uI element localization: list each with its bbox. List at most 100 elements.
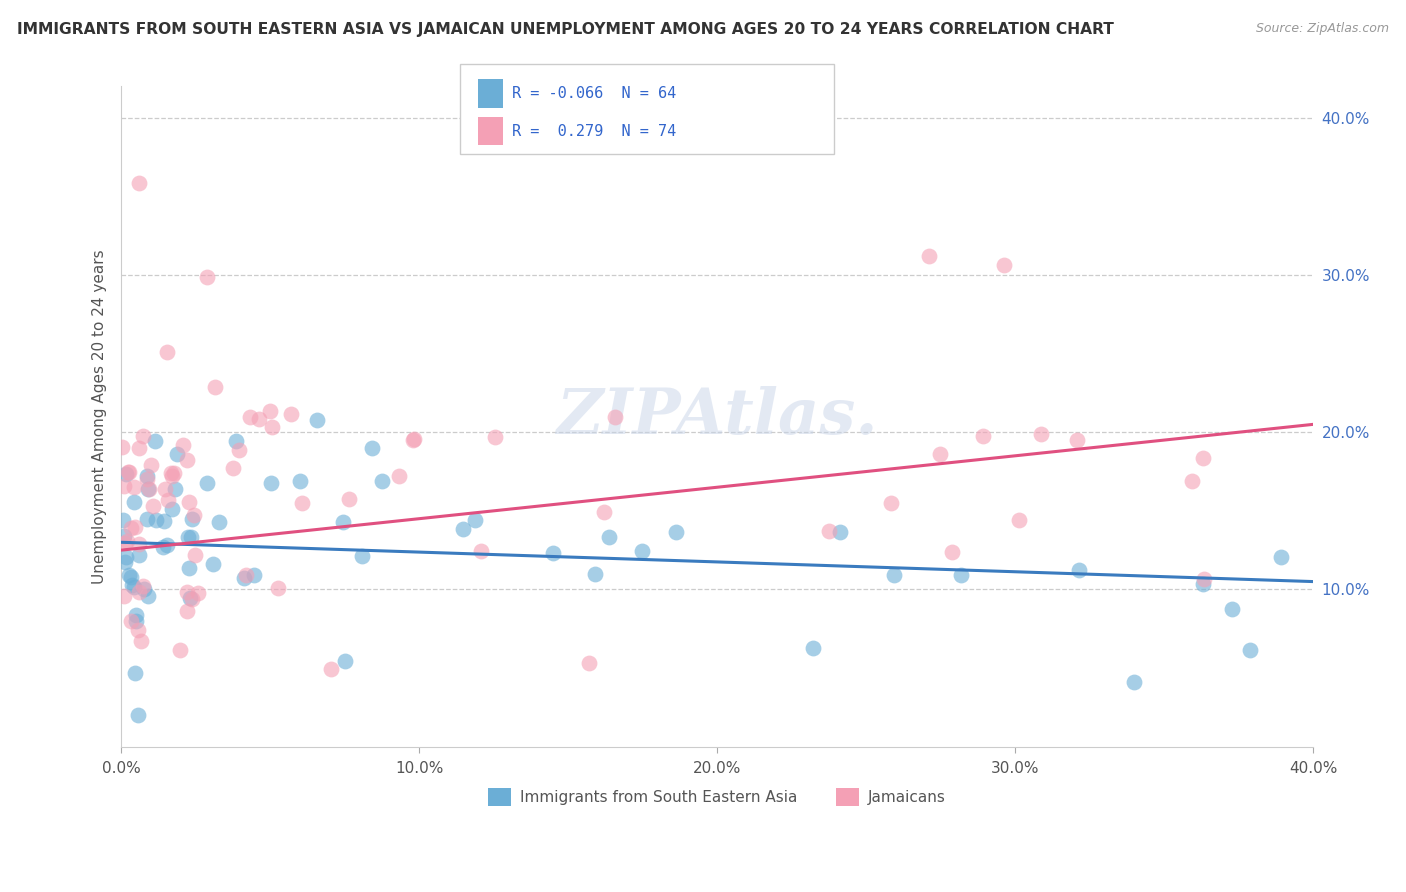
Point — [179, 591, 201, 606]
Point — [228, 443, 250, 458]
Text: IMMIGRANTS FROM SOUTH EASTERN ASIA VS JAMAICAN UNEMPLOYMENT AMONG AGES 20 TO 24 : IMMIGRANTS FROM SOUTH EASTERN ASIA VS JA… — [17, 22, 1114, 37]
Point — [541, 546, 564, 560]
Point — [361, 441, 384, 455]
Point — [121, 578, 143, 592]
Point — [118, 568, 141, 582]
Point — [111, 440, 134, 454]
Point — [124, 666, 146, 681]
Text: Source: ZipAtlas.com: Source: ZipAtlas.com — [1256, 22, 1389, 36]
Point — [195, 475, 218, 490]
Point — [195, 270, 218, 285]
Point — [941, 544, 963, 558]
Point — [127, 623, 149, 637]
Point — [1181, 474, 1204, 488]
Point — [603, 410, 626, 425]
Point — [120, 570, 142, 584]
Point — [159, 466, 181, 480]
Point — [950, 567, 973, 582]
Point — [177, 530, 200, 544]
Point — [145, 513, 167, 527]
Point — [163, 482, 186, 496]
Point — [128, 585, 150, 599]
Point — [243, 568, 266, 582]
Point — [225, 434, 247, 448]
Point — [122, 495, 145, 509]
Point — [288, 474, 311, 488]
Point — [120, 615, 142, 629]
Point — [111, 513, 134, 527]
Point — [117, 534, 139, 549]
Point — [128, 548, 150, 562]
Point — [221, 461, 243, 475]
Point — [160, 468, 183, 483]
Point — [1191, 451, 1213, 466]
Y-axis label: Unemployment Among Ages 20 to 24 years: Unemployment Among Ages 20 to 24 years — [93, 249, 107, 584]
Point — [112, 479, 135, 493]
Point — [388, 469, 411, 483]
Point — [464, 513, 486, 527]
Point — [260, 475, 283, 490]
Point — [138, 482, 160, 496]
Point — [883, 567, 905, 582]
Point — [664, 525, 686, 540]
Point — [187, 586, 209, 600]
Point — [114, 555, 136, 569]
Point — [131, 579, 153, 593]
Point — [598, 530, 620, 544]
Point — [371, 475, 394, 489]
Point — [172, 438, 194, 452]
Point — [1123, 674, 1146, 689]
Point — [136, 589, 159, 603]
Point — [114, 536, 136, 550]
Point — [112, 589, 135, 603]
Point — [128, 441, 150, 455]
Point — [402, 433, 425, 447]
Point — [280, 407, 302, 421]
Text: ZIPAtlas.: ZIPAtlas. — [557, 385, 877, 447]
Point — [259, 404, 281, 418]
Point — [136, 482, 159, 496]
Point — [332, 515, 354, 529]
Point — [484, 430, 506, 444]
Point — [155, 538, 177, 552]
Point — [319, 662, 342, 676]
Point — [122, 580, 145, 594]
Point — [470, 544, 492, 558]
Point — [583, 567, 606, 582]
Point — [1239, 643, 1261, 657]
Point — [1008, 513, 1031, 527]
Point — [239, 409, 262, 424]
Point — [132, 582, 155, 596]
Point — [307, 413, 329, 427]
Point — [121, 521, 143, 535]
Point — [184, 549, 207, 563]
Point — [124, 520, 146, 534]
Point — [818, 524, 841, 538]
Point — [631, 543, 654, 558]
Point — [928, 447, 950, 461]
Point — [181, 591, 204, 606]
Point — [1031, 426, 1053, 441]
Point — [291, 496, 314, 510]
Point — [247, 412, 270, 426]
Point — [117, 465, 139, 479]
Point — [128, 176, 150, 190]
Point — [180, 512, 202, 526]
Point — [918, 249, 941, 263]
Point — [262, 419, 284, 434]
Point — [993, 259, 1015, 273]
Point — [176, 604, 198, 618]
Point — [112, 529, 135, 543]
Point — [204, 380, 226, 394]
Point — [183, 508, 205, 523]
Point — [972, 429, 994, 443]
Point — [160, 502, 183, 516]
Point — [233, 571, 256, 585]
Text: R = -0.066  N = 64: R = -0.066 N = 64 — [512, 87, 676, 101]
Point — [201, 557, 224, 571]
Point — [1192, 577, 1215, 591]
Point — [129, 634, 152, 648]
Point — [128, 537, 150, 551]
Point — [801, 640, 824, 655]
Point — [335, 654, 357, 668]
